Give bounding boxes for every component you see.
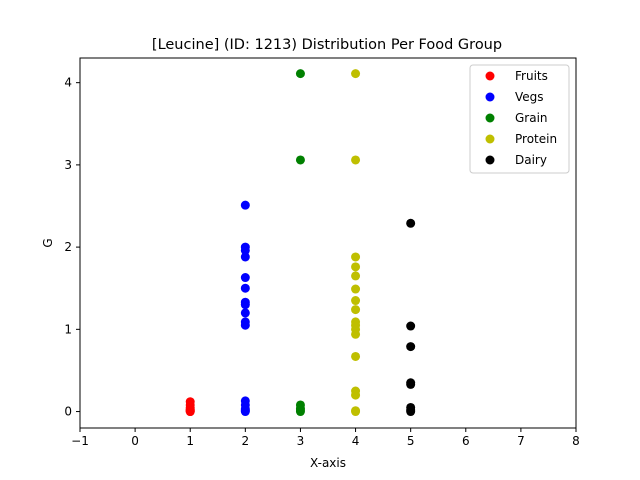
- legend-label-vegs: Vegs: [515, 90, 544, 104]
- point-dairy-7: [406, 407, 416, 417]
- x-tick-label: 0: [131, 434, 139, 448]
- legend-marker-grain: [485, 113, 495, 123]
- point-dairy-4: [406, 379, 416, 389]
- point-protein-6: [351, 296, 361, 306]
- point-vegs-5: [240, 283, 250, 293]
- point-grain-0: [295, 69, 305, 79]
- legend: Fruits Vegs Grain Protein Dairy: [469, 64, 570, 174]
- point-dairy-1: [406, 321, 416, 331]
- point-grain-1: [295, 155, 305, 165]
- point-vegs-2: [240, 245, 250, 255]
- point-protein-16: [351, 407, 361, 417]
- point-protein-11: [351, 329, 361, 339]
- y-tick-label: 3: [64, 158, 72, 172]
- point-protein-2: [351, 252, 361, 262]
- point-protein-1: [351, 155, 361, 165]
- x-tick-label: 1: [186, 434, 194, 448]
- point-protein-0: [351, 69, 361, 79]
- x-tick-label: 7: [517, 434, 525, 448]
- legend-label-fruits: Fruits: [515, 69, 548, 83]
- axis-ticks: −1 0 1 2 3 4 5 6 7 8 0 1 2 3 4: [64, 76, 579, 448]
- y-tick-label: 2: [64, 240, 72, 254]
- legend-marker-vegs: [485, 92, 495, 102]
- y-tick-label: 0: [64, 405, 72, 419]
- point-vegs-8: [240, 308, 250, 318]
- x-tick-label: 4: [352, 434, 360, 448]
- x-axis-label: X-axis: [310, 456, 346, 470]
- x-tick-label: 5: [407, 434, 415, 448]
- x-tick-label: −1: [71, 434, 89, 448]
- point-vegs-0: [240, 200, 250, 210]
- point-protein-14: [351, 390, 361, 400]
- legend-frame: [469, 64, 570, 174]
- point-protein-4: [351, 271, 361, 281]
- point-dairy-0: [406, 218, 416, 228]
- point-protein-5: [351, 284, 361, 294]
- legend-marker-protein: [485, 134, 495, 144]
- x-tick-label: 2: [242, 434, 250, 448]
- chart-title: [Leucine] (ID: 1213) Distribution Per Fo…: [152, 37, 502, 53]
- x-tick-label: 3: [297, 434, 305, 448]
- y-tick-label: 4: [64, 76, 72, 90]
- legend-marker-dairy: [485, 155, 495, 165]
- legend-label-grain: Grain: [515, 111, 548, 125]
- legend-label-dairy: Dairy: [515, 153, 547, 167]
- point-dairy-2: [406, 342, 416, 352]
- point-grain-5: [295, 407, 305, 417]
- legend-label-protein: Protein: [515, 132, 557, 146]
- y-axis-label: G: [41, 238, 55, 247]
- point-protein-7: [351, 305, 361, 315]
- point-fruits-7: [185, 407, 195, 417]
- data-points: [185, 69, 416, 417]
- point-vegs-3: [240, 252, 250, 262]
- point-vegs-7: [240, 300, 250, 310]
- point-protein-3: [351, 262, 361, 272]
- point-vegs-4: [240, 273, 250, 283]
- plot-frame: [79, 57, 577, 429]
- point-vegs-15: [240, 407, 250, 417]
- x-tick-label: 6: [462, 434, 470, 448]
- y-tick-label: 1: [64, 322, 72, 336]
- point-protein-12: [351, 351, 361, 361]
- legend-marker-fruits: [485, 71, 495, 81]
- x-tick-label: 8: [572, 434, 580, 448]
- point-vegs-10: [240, 320, 250, 330]
